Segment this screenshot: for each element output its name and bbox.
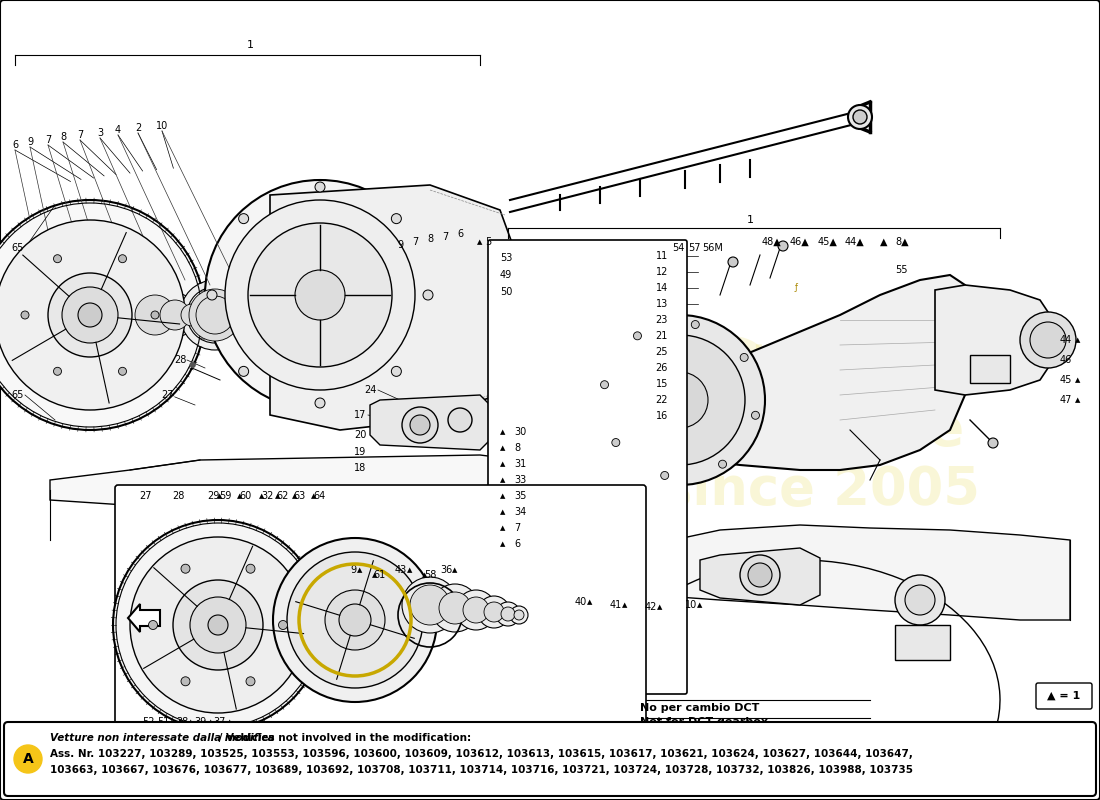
Text: 103663, 103667, 103676, 103677, 103689, 103692, 103708, 103711, 103714, 103716, : 103663, 103667, 103676, 103677, 103689, … [50,765,913,775]
Text: ▲: ▲ [275,493,280,499]
Polygon shape [935,285,1050,395]
Circle shape [456,590,496,630]
Text: ▲: ▲ [217,493,222,499]
Text: ▲: ▲ [621,602,627,608]
Text: 61: 61 [374,570,386,580]
Circle shape [514,610,524,620]
Text: ▲: ▲ [1075,397,1080,403]
Circle shape [126,287,183,343]
Circle shape [431,584,478,632]
Text: ▲: ▲ [358,567,362,573]
Text: ▲: ▲ [697,602,703,608]
Circle shape [748,563,772,587]
Circle shape [905,585,935,615]
Text: 53: 53 [500,253,513,263]
Polygon shape [270,185,520,430]
Circle shape [130,537,306,713]
Polygon shape [50,455,540,520]
Circle shape [248,223,392,367]
Circle shape [718,460,726,468]
Text: 2: 2 [135,123,141,133]
Text: 58: 58 [424,570,437,580]
Circle shape [239,366,249,376]
Text: ▲: ▲ [500,525,505,531]
Text: 39: 39 [194,717,206,727]
FancyBboxPatch shape [488,240,688,694]
Circle shape [500,607,515,621]
Text: 60: 60 [239,491,251,501]
Text: 15: 15 [656,379,668,389]
Circle shape [315,398,324,408]
Text: 8: 8 [59,132,66,142]
Circle shape [78,303,102,327]
Circle shape [226,200,415,390]
Circle shape [439,592,471,624]
Text: ▲: ▲ [477,239,483,245]
Circle shape [661,471,669,479]
Text: 17: 17 [354,410,366,420]
Text: ▲: ▲ [208,719,213,725]
Text: 38: 38 [176,717,188,727]
Text: 11: 11 [656,251,668,261]
Circle shape [628,468,672,512]
Text: 33: 33 [514,475,526,485]
Text: 56M: 56M [702,243,723,253]
Circle shape [278,621,287,630]
Text: Not for DCT gearbox: Not for DCT gearbox [640,717,768,727]
Text: ▲: ▲ [372,572,377,578]
Circle shape [615,335,745,465]
Text: ▲ = 1: ▲ = 1 [1047,691,1080,701]
Circle shape [652,372,708,428]
Circle shape [410,415,430,435]
Circle shape [988,438,998,448]
Text: 51: 51 [157,717,169,727]
Text: 65: 65 [12,390,24,400]
Circle shape [637,477,663,503]
Text: eur: eur [676,306,964,454]
Text: 16: 16 [656,411,668,421]
Circle shape [119,367,126,375]
Text: 62: 62 [277,491,289,501]
Circle shape [612,438,619,446]
Circle shape [246,677,255,686]
Text: 46: 46 [1060,355,1072,365]
Circle shape [205,180,434,410]
Text: 29: 29 [207,491,219,501]
Text: ▲: ▲ [236,493,242,499]
Text: 6: 6 [12,140,18,150]
Circle shape [246,564,255,574]
Circle shape [496,602,520,626]
Text: 7: 7 [411,237,418,247]
Text: ▲: ▲ [188,719,194,725]
Circle shape [239,214,249,224]
Circle shape [190,597,246,653]
Circle shape [751,411,759,419]
Text: ▲: ▲ [500,445,505,451]
Text: ▲: ▲ [227,719,232,725]
Text: No per cambio DCT: No per cambio DCT [640,703,759,713]
Text: 23: 23 [656,315,668,325]
Text: 5: 5 [485,237,492,247]
Circle shape [576,476,604,504]
Circle shape [14,745,42,773]
Text: ▲: ▲ [657,604,662,610]
Circle shape [848,105,872,129]
Circle shape [174,297,210,333]
Text: 7: 7 [45,135,51,145]
Circle shape [207,290,217,300]
Circle shape [182,677,190,686]
Circle shape [448,408,472,432]
Text: 59: 59 [219,491,231,501]
Text: ƒ: ƒ [795,283,798,292]
Text: 44: 44 [1060,335,1072,345]
Circle shape [691,321,700,329]
Text: 64: 64 [312,491,326,501]
Text: 52: 52 [142,717,154,727]
Text: 9: 9 [350,565,356,575]
Circle shape [392,214,402,224]
Text: 65: 65 [12,243,24,253]
Circle shape [315,182,324,192]
Circle shape [895,575,945,625]
Text: 10: 10 [685,600,697,610]
